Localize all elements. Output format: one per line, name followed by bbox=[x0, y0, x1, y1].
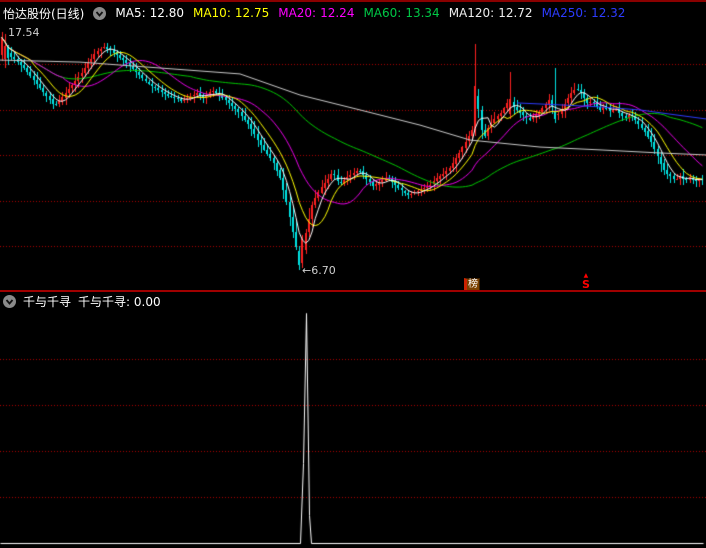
panel-divider[interactable] bbox=[0, 290, 706, 292]
ma20-legend: MA20: 12.24 bbox=[278, 6, 354, 20]
ma5-value: 12.80 bbox=[149, 6, 184, 20]
chevron-down-icon[interactable] bbox=[3, 294, 16, 308]
ma60-legend: MA60: 13.34 bbox=[363, 6, 439, 20]
ma20-label: MA20: bbox=[278, 6, 317, 20]
ma60-label: MA60: bbox=[363, 6, 402, 20]
indicator-panel-header: 千与千寻 千与千寻: 0.00 bbox=[3, 293, 161, 309]
indicator-value: 千与千寻: 0.00 bbox=[78, 294, 161, 309]
main-chart-header: 怡达股份(日线) MA5: 12.80 MA10: 12.75 MA20: 12… bbox=[3, 4, 625, 22]
ma10-label: MA10: bbox=[192, 6, 231, 20]
chevron-down-icon[interactable] bbox=[93, 6, 107, 20]
page-title: 怡达股份(日线) bbox=[3, 6, 85, 21]
ma120-label: MA120: bbox=[448, 6, 495, 20]
ma250-label: MA250: bbox=[541, 6, 588, 20]
ma10-value: 12.75 bbox=[234, 6, 270, 20]
ma20-value: 12.24 bbox=[320, 6, 355, 20]
highest-price-label: 17.54 bbox=[8, 26, 40, 39]
ma250-value: 12.32 bbox=[591, 6, 626, 20]
ma10-legend: MA10: 12.75 bbox=[193, 6, 269, 20]
event-marker-arrow: ▲ bbox=[583, 272, 589, 279]
event-marker-icon[interactable]: ▲ S bbox=[582, 272, 590, 291]
indicator-name: 千与千寻 bbox=[23, 294, 72, 309]
ma120-value: 12.72 bbox=[498, 6, 533, 20]
ma60-value: 13.34 bbox=[405, 6, 440, 20]
ma5-legend: MA5: 12.80 bbox=[115, 6, 184, 20]
ma5-label: MA5: bbox=[115, 6, 146, 20]
ma250-legend: MA250: 12.32 bbox=[542, 6, 626, 20]
window-top-border bbox=[0, 0, 706, 2]
ma120-legend: MA120: 12.72 bbox=[449, 6, 533, 20]
event-marker-letter: S bbox=[582, 278, 590, 291]
lowest-price-label: ←6.70 bbox=[302, 264, 336, 277]
